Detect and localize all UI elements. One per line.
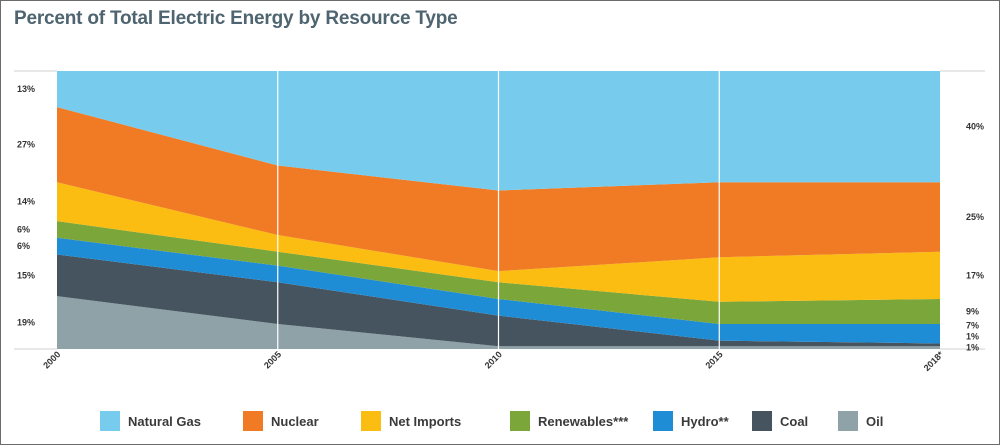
area-renewables [57,221,940,324]
chart-title: Percent of Total Electric Energy by Reso… [14,8,458,29]
right-percent-label: 9% [966,306,979,316]
legend-item: Natural Gas [100,408,201,434]
left-percent-labels: 13% 27% 14% 6% 6% 15% 19% [17,84,35,328]
legend-swatch [361,411,381,431]
gridlines [14,70,985,350]
legend-swatch [100,411,120,431]
left-percent-label: 6% [17,224,30,234]
x-tick-label: 2015 [703,349,724,370]
x-tick-label: 2005 [262,349,283,370]
legend-swatch [510,411,530,431]
x-tick-label: 2000 [41,349,62,370]
left-percent-label: 15% [17,270,35,280]
legend-item: Net Imports [361,408,461,434]
area-hydro [57,237,940,344]
right-percent-label: 1% [966,332,979,342]
legend-item: Oil [838,408,883,434]
right-percent-label: 40% [966,122,984,132]
left-percent-label: 13% [17,84,35,94]
area-chart: 2000 2005 2010 2015 2018* 13% 27% 14% 6% 6% 15% 19… [14,70,985,373]
right-percent-label: 25% [966,212,984,222]
legend-swatch [838,411,858,431]
legend-label: Hydro** [681,413,729,429]
legend-label: Renewables*** [538,413,629,429]
legend-swatch [752,411,772,431]
legend-item: Hydro** [653,408,729,434]
left-percent-label: 27% [17,140,35,150]
legend-label: Natural Gas [128,413,201,429]
left-percent-label: 19% [17,318,35,328]
left-percent-label: 6% [17,241,30,251]
x-tick-label: 2018* [922,349,946,373]
chart-legend: Natural Gas Nuclear Net Imports Renewables*… [0,408,1000,434]
legend-label: Oil [866,413,884,429]
right-percent-labels: 40%25%17%9%7%1%1% [966,122,984,353]
legend-label: Coal [780,413,809,429]
legend-item: Coal [752,408,808,434]
legend-item: Renewables*** [510,408,628,434]
right-percent-label: 17% [966,270,984,280]
legend-swatch [653,411,673,431]
left-percent-label: 14% [17,197,35,207]
legend-label: Nuclear [271,413,319,429]
right-percent-label: 1% [966,343,979,353]
x-axis-ticks: 2000 2005 2010 2015 2018* [41,349,946,373]
legend-swatch [243,411,263,431]
legend-item: Nuclear [243,408,319,434]
legend-label: Net Imports [389,413,462,429]
right-percent-label: 7% [966,321,979,331]
x-tick-label: 2010 [483,349,504,370]
